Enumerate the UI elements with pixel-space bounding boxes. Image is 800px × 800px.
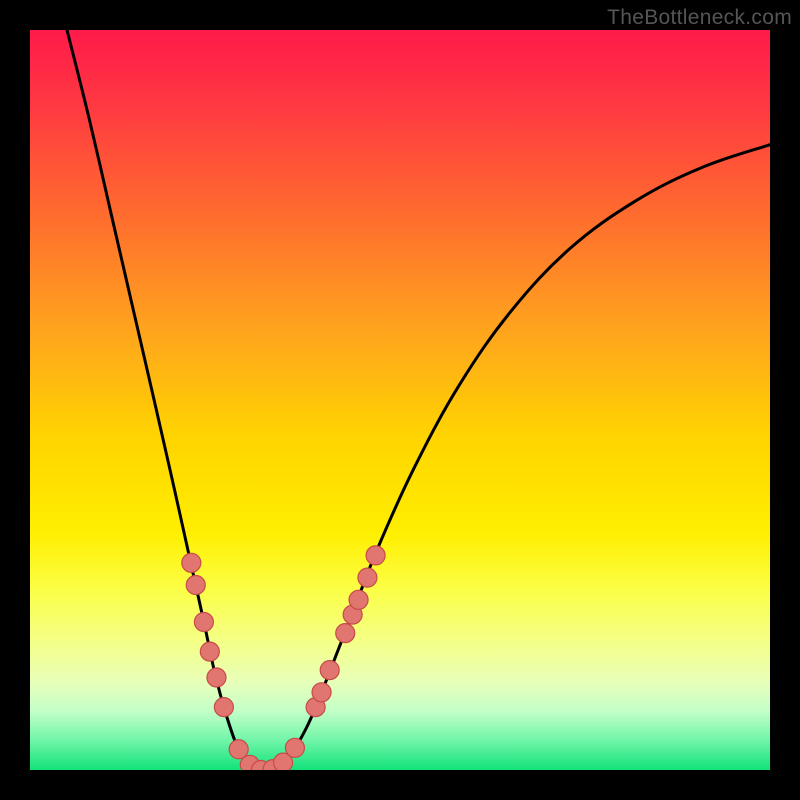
data-marker bbox=[182, 553, 201, 572]
data-marker bbox=[312, 683, 331, 702]
data-marker bbox=[320, 661, 339, 680]
data-marker bbox=[200, 642, 219, 661]
data-marker bbox=[194, 613, 213, 632]
plot-background bbox=[30, 30, 770, 770]
data-marker bbox=[207, 668, 226, 687]
data-marker bbox=[366, 546, 385, 565]
chart-svg bbox=[30, 30, 770, 770]
data-marker bbox=[336, 624, 355, 643]
plot-area bbox=[30, 30, 770, 770]
data-marker bbox=[358, 568, 377, 587]
bottleneck-chart: TheBottleneck.com bbox=[0, 0, 800, 800]
data-marker bbox=[349, 590, 368, 609]
watermark-text: TheBottleneck.com bbox=[607, 6, 792, 30]
data-marker bbox=[214, 698, 233, 717]
data-marker bbox=[186, 576, 205, 595]
data-marker bbox=[285, 738, 304, 757]
